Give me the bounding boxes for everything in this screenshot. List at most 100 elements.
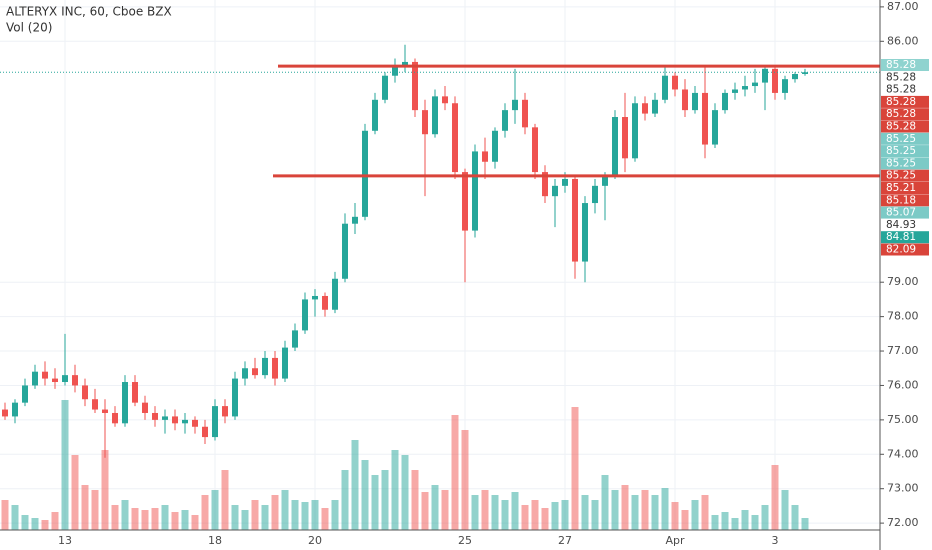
candle-body	[532, 127, 538, 173]
volume-bar	[701, 495, 709, 530]
y-tick-label: 73.00	[887, 482, 919, 495]
volume-bar	[651, 495, 659, 530]
candle-body	[372, 99, 378, 131]
volume-bar	[181, 510, 189, 530]
candle-body	[392, 65, 398, 76]
y-tick-label: 76.00	[887, 378, 919, 391]
candle-body	[92, 399, 98, 410]
volume-bar	[291, 500, 299, 530]
volume-bar	[61, 400, 69, 530]
volume-bar	[731, 518, 739, 530]
volume-bar	[661, 488, 669, 530]
price-label-box	[881, 59, 929, 71]
candle-body	[572, 178, 578, 262]
price-label: 85.28	[886, 84, 916, 96]
volume-bar	[121, 500, 129, 530]
volume-bar	[441, 490, 449, 530]
volume-bar	[381, 470, 389, 530]
price-label: 85.28	[886, 121, 916, 133]
volume-bar	[31, 518, 39, 530]
candle-body	[752, 82, 758, 87]
price-label: 85.28	[886, 59, 916, 71]
volume-bar	[251, 500, 259, 530]
volume-bar	[261, 505, 269, 530]
price-label: 85.25	[886, 170, 916, 182]
volume-bar	[531, 500, 539, 530]
price-pane	[0, 44, 880, 458]
volume-bar	[421, 492, 429, 530]
candle-body	[442, 96, 448, 104]
candle-body	[122, 382, 128, 424]
price-label-box	[881, 71, 929, 84]
volume-bar	[151, 508, 159, 530]
candle-body	[672, 75, 678, 90]
candle-body	[562, 178, 568, 186]
candle-body	[132, 382, 138, 403]
price-label: 84.81	[886, 231, 916, 243]
volume-bar	[111, 505, 119, 530]
volume-bar	[801, 518, 809, 530]
volume-bar	[361, 460, 369, 530]
volume-bar	[331, 500, 339, 530]
volume-bar	[591, 500, 599, 530]
candle-body	[222, 406, 228, 417]
candle-body	[742, 86, 748, 90]
candle-body	[422, 110, 428, 135]
price-label: 82.09	[886, 244, 916, 256]
price-label: 85.07	[886, 207, 916, 219]
candle-body	[102, 409, 108, 413]
volume-bar	[461, 430, 469, 530]
x-tick-label: Apr	[665, 534, 685, 547]
volume-bar	[391, 450, 399, 530]
candle-body	[302, 299, 308, 331]
candle-body	[22, 385, 28, 403]
volume-bar	[161, 505, 169, 530]
price-label: 85.25	[886, 133, 916, 145]
volume-bar	[11, 505, 19, 530]
volume-bar	[1, 500, 9, 530]
x-tick-label: 3	[772, 534, 779, 547]
x-tick-label: 13	[58, 534, 72, 547]
y-tick-label: 86.00	[887, 34, 919, 47]
volume-bar	[431, 485, 439, 530]
volume-bar	[101, 450, 109, 530]
volume-bar	[741, 510, 749, 530]
candle-body	[492, 130, 498, 162]
volume-bar	[281, 490, 289, 530]
volume-bar	[311, 500, 319, 530]
volume-bar	[271, 495, 279, 530]
y-tick-label: 87.00	[887, 0, 919, 13]
price-label: 85.25	[886, 145, 916, 157]
volume-bar	[91, 490, 99, 530]
volume-bar	[231, 505, 239, 530]
volume-bar	[501, 500, 509, 530]
volume-bar	[351, 440, 359, 530]
y-tick-label: 78.00	[887, 310, 919, 323]
volume-bar	[711, 515, 719, 530]
price-label: 85.18	[886, 194, 916, 206]
candle-body	[262, 357, 268, 376]
price-label-box	[881, 120, 929, 133]
candle-body	[802, 72, 808, 74]
indicator-label: Vol (20)	[6, 21, 52, 35]
price-label-box	[881, 231, 929, 244]
price-label-box	[881, 83, 929, 96]
y-tick-label: 74.00	[887, 447, 919, 460]
volume-bar	[51, 512, 59, 530]
candle-body	[432, 96, 438, 135]
candle-body	[762, 68, 768, 83]
candle-body	[362, 130, 368, 217]
x-tick-label: 18	[208, 534, 222, 547]
candle-body	[42, 371, 48, 379]
volume-bar	[481, 490, 489, 530]
volume-bar	[611, 490, 619, 530]
volume-bar	[471, 495, 479, 530]
volume-bar	[191, 515, 199, 530]
volume-bar	[221, 470, 229, 530]
y-tick-label: 77.00	[887, 344, 919, 357]
candle-body	[152, 412, 158, 420]
price-label-box	[881, 218, 929, 231]
candle-body	[642, 103, 648, 114]
